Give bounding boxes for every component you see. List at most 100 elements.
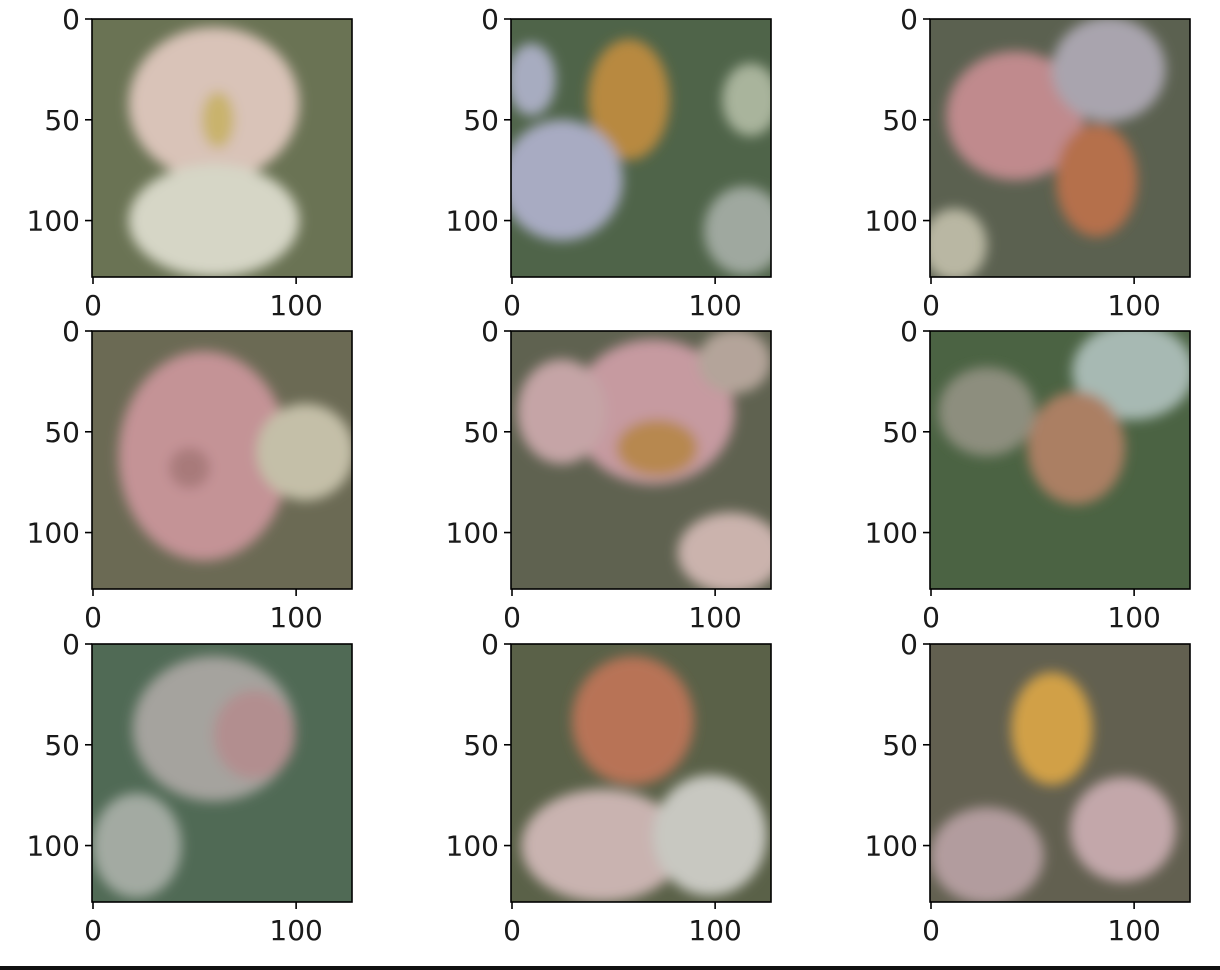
petal-blob (938, 367, 1036, 456)
y-tick-label: 0 (481, 3, 499, 36)
y-tick-label: 100 (446, 830, 499, 863)
petal-blob (571, 656, 694, 786)
flower-image (92, 331, 352, 589)
y-tick-label: 100 (865, 517, 918, 550)
petal-blob (1051, 19, 1166, 122)
axes-frame (929, 330, 1191, 590)
x-tick-label: 100 (1107, 914, 1160, 947)
subplot-1-2: 0 50 100 0 100 (446, 3, 772, 322)
x-tick-label: 0 (503, 601, 521, 634)
y-tick-label: 100 (865, 830, 918, 863)
subplot-3-3: 0 50 100 0 100 (865, 628, 1191, 947)
axes-frame (929, 18, 1191, 278)
y-tick-label: 100 (27, 517, 80, 550)
bottom-divider (0, 966, 1220, 970)
petal-blob (1070, 777, 1176, 882)
subplot-2-3: 0 50 100 0 100 (865, 315, 1191, 634)
petal-blob (92, 793, 182, 898)
y-tick-label: 0 (900, 315, 918, 348)
y-tick-label: 0 (62, 315, 80, 348)
flower-image (511, 644, 771, 902)
petal-blob (703, 186, 771, 275)
petal-blob (930, 807, 1044, 902)
flower-image (511, 331, 771, 589)
axes-frame (929, 643, 1191, 903)
axes-frame (91, 330, 353, 590)
x-tick-label: 100 (269, 914, 322, 947)
petal-blob (201, 91, 235, 148)
subplot-2-2: 0 50 100 0 100 (446, 315, 772, 634)
axes-frame (510, 18, 772, 278)
petal-blob (677, 512, 771, 589)
petal-blob (653, 775, 767, 896)
subplot-3-1: 0 50 100 0 100 (27, 628, 353, 947)
y-tick-label: 50 (44, 416, 80, 449)
x-tick-label: 0 (922, 914, 940, 947)
x-tick-label: 0 (922, 289, 940, 322)
petal-blob (521, 789, 684, 902)
y-tick-label: 100 (446, 517, 499, 550)
y-tick-label: 0 (481, 628, 499, 661)
y-tick-label: 50 (463, 416, 499, 449)
x-tick-label: 0 (84, 914, 102, 947)
y-tick-label: 0 (900, 3, 918, 36)
x-tick-label: 100 (269, 289, 322, 322)
petal-blob (1027, 391, 1125, 505)
axes-frame (510, 643, 772, 903)
x-tick-label: 0 (84, 601, 102, 634)
y-tick-label: 0 (481, 315, 499, 348)
petal-blob (946, 51, 1085, 181)
y-tick-label: 50 (882, 416, 918, 449)
petal-blob (1011, 672, 1093, 786)
petal-blob (1055, 123, 1138, 237)
petal-blob (517, 359, 607, 465)
x-tick-label: 0 (922, 601, 940, 634)
flower-image (92, 644, 352, 902)
axes-frame (91, 643, 353, 903)
y-tick-label: 100 (865, 205, 918, 238)
y-tick-label: 100 (446, 205, 499, 238)
x-tick-label: 100 (688, 289, 741, 322)
flower-image (930, 19, 1190, 277)
petal-blob (511, 119, 623, 241)
flower-image (92, 19, 352, 277)
axes-frame (91, 18, 353, 278)
flower-image (930, 644, 1190, 902)
y-tick-label: 0 (900, 628, 918, 661)
y-tick-label: 100 (27, 830, 80, 863)
x-tick-label: 100 (1107, 289, 1160, 322)
flower-image (511, 19, 771, 277)
petal-blob (697, 331, 771, 394)
y-tick-label: 50 (463, 104, 499, 137)
axes-frame (510, 330, 772, 590)
subplot-3-2: 0 50 100 0 100 (446, 628, 772, 947)
y-tick-label: 50 (882, 729, 918, 762)
petal-blob (588, 39, 670, 161)
y-tick-label: 50 (44, 104, 80, 137)
x-tick-label: 100 (688, 914, 741, 947)
x-tick-label: 0 (84, 289, 102, 322)
petal-blob (128, 164, 300, 277)
y-tick-label: 100 (27, 205, 80, 238)
x-tick-label: 0 (503, 289, 521, 322)
subplot-2-1: 0 50 100 0 100 (27, 315, 353, 634)
petal-blob (511, 43, 556, 116)
y-tick-label: 0 (62, 628, 80, 661)
y-tick-label: 50 (463, 729, 499, 762)
petal-blob (256, 403, 352, 501)
petal-blob (169, 447, 210, 489)
subplot-1-3: 0 50 100 0 100 (865, 3, 1191, 322)
x-tick-label: 100 (1107, 601, 1160, 634)
y-tick-label: 50 (882, 104, 918, 137)
y-tick-label: 50 (44, 729, 80, 762)
x-tick-label: 100 (269, 601, 322, 634)
y-tick-label: 0 (62, 3, 80, 36)
petal-blob (616, 419, 698, 477)
flower-image (930, 331, 1190, 589)
x-tick-label: 0 (503, 914, 521, 947)
petal-blob (722, 63, 771, 136)
petal-blob (1072, 331, 1190, 420)
petal-blob (930, 208, 987, 277)
subplot-1-1: 0 50 100 0 100 (27, 3, 353, 322)
petal-blob (213, 690, 296, 780)
